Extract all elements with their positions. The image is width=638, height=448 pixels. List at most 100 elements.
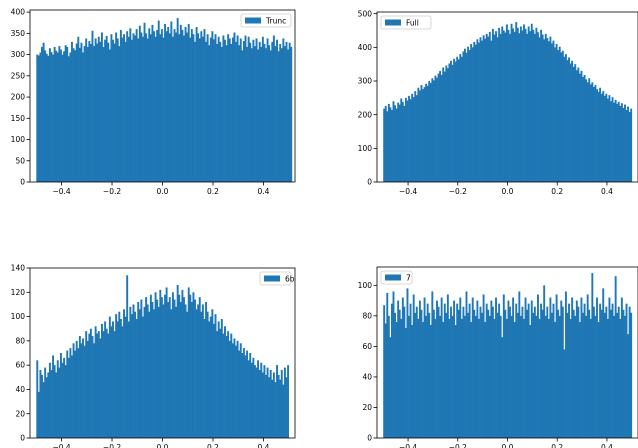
chart-panel-3: −0.4 −0.2 0.0 0.2 0.4 0 20 40 60 80 100 120 140 6b — [11, 264, 296, 448]
histogram-bar — [627, 334, 630, 438]
histogram-bar — [181, 29, 184, 183]
histogram-bar — [276, 39, 278, 183]
histogram-bar — [490, 40, 493, 182]
histogram-bar — [592, 87, 595, 182]
histogram-bar — [422, 89, 424, 182]
histogram-bar — [477, 318, 480, 438]
histogram-bar — [132, 33, 135, 182]
histogram-bar — [179, 302, 182, 438]
histogram-bar — [274, 46, 277, 182]
histogram-bar — [157, 306, 160, 438]
histogram-bar — [127, 321, 130, 438]
histogram-bar — [387, 103, 390, 182]
histogram-bar — [571, 60, 574, 183]
histogram-bar — [118, 46, 121, 182]
y-tick-label: 100 — [11, 135, 26, 144]
histogram-bar — [564, 291, 567, 438]
x-tick-label: −0.2 — [449, 443, 467, 448]
histogram-bar — [554, 321, 557, 438]
histogram-bar — [186, 32, 189, 183]
y-tick-label: 300 — [11, 50, 26, 59]
histogram-bar — [446, 294, 449, 438]
histogram-bar — [600, 93, 603, 182]
histogram-bar — [387, 315, 390, 438]
histogram-bar — [86, 340, 89, 438]
histogram-bar — [630, 108, 633, 182]
histogram-bar — [487, 36, 490, 182]
histogram-bar — [465, 291, 468, 438]
histogram-bar — [173, 299, 176, 438]
histogram-bar — [454, 61, 457, 182]
histogram-bar — [398, 309, 401, 438]
histogram-bar — [39, 52, 42, 182]
histogram-bar — [53, 365, 56, 438]
histogram-bar — [227, 331, 230, 438]
histogram-bar — [392, 291, 395, 438]
histogram-bar — [263, 43, 266, 183]
histogram-bar — [219, 41, 222, 182]
histogram-bar — [439, 315, 442, 438]
histogram-bar — [141, 36, 144, 183]
histogram-bar — [580, 297, 583, 438]
histogram-bar — [471, 47, 474, 182]
histogram-bar — [451, 64, 454, 182]
histogram-bar — [613, 102, 616, 182]
histogram-bar — [96, 43, 99, 182]
histogram-bar — [585, 79, 588, 182]
histogram-bar — [572, 66, 575, 182]
histogram-bar — [148, 28, 151, 183]
histogram-bar — [140, 32, 143, 183]
histogram-bar — [554, 47, 557, 182]
histogram-bar — [135, 319, 138, 438]
chart-panel-2: −0.4 −0.2 0.0 0.2 0.4 0 100 200 300 400 500 Full — [358, 9, 638, 196]
histogram-bar — [272, 372, 275, 438]
histogram-bar — [170, 309, 173, 438]
histogram-bar — [577, 306, 580, 438]
histogram-bar — [77, 36, 80, 183]
histogram-bar — [162, 37, 165, 182]
histogram-bar — [555, 43, 558, 183]
histogram-bar — [244, 355, 247, 438]
histogram-bar — [411, 93, 414, 182]
histogram-bar — [437, 306, 440, 438]
histogram-bar — [547, 41, 550, 182]
histogram-bar — [56, 360, 59, 438]
histogram-bar — [168, 297, 171, 438]
histogram-bar — [211, 31, 214, 183]
histogram-bar — [546, 37, 549, 182]
histogram-bar — [481, 312, 483, 438]
y-tick-label: 500 — [358, 9, 373, 18]
histogram-bar — [183, 297, 185, 438]
histogram-bar — [132, 304, 135, 438]
legend-box — [240, 13, 292, 28]
histogram-bar — [192, 292, 195, 438]
histogram-bar — [220, 46, 223, 183]
histogram-bar — [50, 52, 53, 182]
histogram-bar — [145, 297, 148, 438]
histogram-bar — [603, 95, 606, 182]
y-tick-label: 150 — [11, 114, 26, 123]
histogram-bar — [575, 70, 578, 182]
histogram-bar — [231, 343, 234, 438]
histogram-bar — [249, 353, 252, 438]
y-tick-label: 200 — [358, 110, 373, 119]
histogram-bar — [625, 109, 628, 182]
histogram-bar — [192, 34, 195, 183]
y-tick-label: 0 — [20, 434, 25, 443]
histogram-bar — [538, 318, 541, 438]
histogram-bar — [498, 27, 501, 182]
legend-label: 7 — [406, 273, 411, 282]
histogram-bar — [179, 24, 182, 182]
histogram-bar — [59, 353, 62, 438]
histogram-bar — [398, 104, 401, 182]
histogram-bar — [585, 315, 588, 438]
histogram-bar — [100, 32, 103, 183]
histogram-bar — [36, 360, 39, 438]
histogram-bar — [265, 48, 267, 182]
histogram-bar — [456, 303, 459, 438]
histogram-bar — [263, 365, 266, 438]
histogram-bar — [66, 350, 69, 438]
histogram-bar — [247, 360, 250, 438]
histogram-bar — [464, 315, 466, 438]
legend-label: Full — [406, 18, 419, 27]
